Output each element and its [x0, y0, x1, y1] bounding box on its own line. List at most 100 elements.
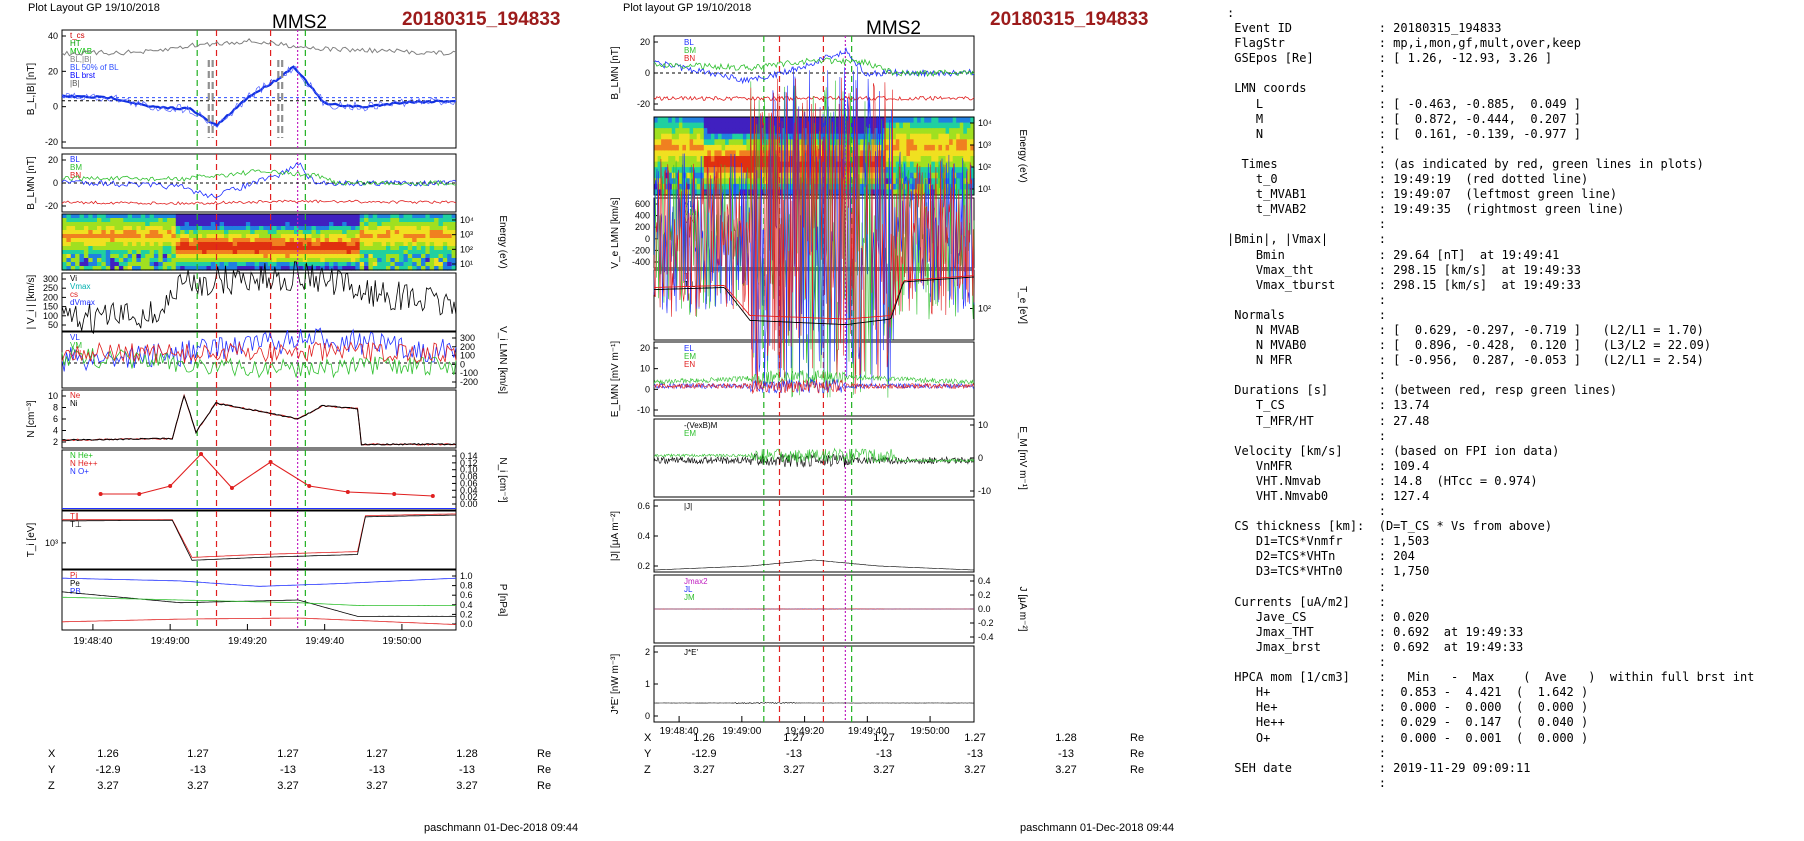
spectrogram-cell [675, 189, 680, 196]
spectrogram-cell [725, 178, 730, 185]
spectrogram-cell [867, 117, 872, 124]
spectrogram-cell [675, 117, 680, 124]
spectrogram-cell [895, 156, 900, 163]
spectrogram-cell [224, 250, 229, 255]
spectrogram-cell [346, 222, 352, 227]
spectrogram-cell [368, 218, 374, 223]
y-axis-label: V_i LMN [km/s] [497, 326, 508, 394]
spectrogram-cell [970, 128, 975, 135]
spectrogram-cell [228, 214, 234, 219]
spectrogram-cell [285, 266, 291, 271]
spectrogram-cell [294, 258, 299, 263]
spectrogram-cell [254, 238, 260, 243]
spectrogram-cell [895, 144, 900, 152]
spectrogram-cell [132, 234, 137, 239]
y-tick-label: 0 [645, 68, 650, 78]
spectrogram-cell [425, 250, 431, 255]
spectrogram-cell [963, 144, 968, 152]
spectrogram-cell [110, 222, 116, 227]
spectrogram-cell [342, 214, 348, 219]
spectrogram-cell [315, 250, 321, 255]
spectrogram-cell [970, 156, 975, 163]
spectrogram-cell [899, 117, 904, 124]
legend-entry: -(VexB)M [684, 421, 718, 430]
spectrogram-cell [934, 133, 940, 140]
spectrogram-cell [721, 189, 726, 196]
spectrogram-cell [952, 156, 957, 163]
spectrogram-cell [88, 230, 94, 235]
spectrogram-cell [364, 230, 370, 235]
spectrogram-cell [913, 122, 918, 129]
spectrogram-cell [447, 242, 453, 247]
spectrogram-cell [721, 167, 726, 174]
spectrogram-cell [927, 156, 932, 163]
spectrogram-cell [276, 250, 282, 255]
spectrogram-cell [110, 218, 116, 223]
spectrogram-cell [101, 234, 107, 239]
spectrogram-cell [149, 214, 155, 219]
spectrogram-cell [725, 128, 730, 135]
spectrogram-cell [276, 266, 282, 271]
spectrogram-cell [101, 258, 107, 263]
spectrogram-cell [307, 262, 313, 267]
spectrogram-cell [753, 128, 758, 135]
bl-brst-series-line [61, 66, 457, 128]
spectrogram-cell [451, 234, 457, 239]
spectrogram-cell [232, 226, 238, 231]
spectrogram-cell [828, 150, 833, 157]
spectrogram-cell [661, 122, 666, 129]
spectrogram-cell [764, 133, 769, 140]
spectrogram-cell [324, 254, 330, 259]
spectrogram-cell [280, 238, 286, 243]
spectrogram-cell [285, 234, 291, 239]
spectrogram-cell [434, 254, 440, 259]
spectrogram-cell [920, 172, 925, 179]
spectrogram-cell [158, 230, 164, 235]
spectrogram-cell [888, 161, 893, 168]
spectrogram-cell [97, 234, 102, 239]
spectrogram-cell [966, 150, 972, 157]
spectrogram-cell [267, 238, 273, 243]
spectrogram-cell [162, 242, 168, 247]
spectrogram-cell [970, 189, 975, 196]
spectrogram-cell [88, 238, 94, 243]
spectrogram-cell [136, 254, 142, 259]
spectrogram-cell [105, 254, 111, 259]
spectrogram-cell [206, 258, 212, 263]
spectrogram-cell [315, 258, 321, 263]
spectrogram-cell [429, 266, 435, 271]
spectrogram-cell [368, 234, 374, 239]
spectrogram-cell [686, 178, 691, 185]
spectrogram-cell [79, 258, 85, 263]
spectrogram-cell [657, 178, 662, 185]
spectrogram-cell [263, 230, 269, 235]
spectrogram-cell [407, 250, 413, 255]
spectrogram-cell [966, 183, 972, 191]
spectrogram-cell [856, 167, 861, 174]
spectrogram-cell [902, 133, 908, 140]
spectrogram-cell [62, 254, 67, 259]
spectrogram-cell [79, 242, 85, 247]
spectrogram-cell [136, 238, 142, 243]
spectrogram-cell [767, 117, 772, 124]
spectrogram-cell [145, 238, 151, 243]
spectrogram-cell [75, 262, 81, 267]
spectrogram-cell [294, 250, 299, 255]
spectrogram-cell [750, 144, 755, 152]
spectrogram-cell [197, 222, 203, 227]
y-tick-label: 0.00 [460, 499, 478, 509]
spectrogram-cell [105, 234, 111, 239]
spectrogram-cell [307, 250, 313, 255]
spectrogram-cell [202, 222, 208, 227]
spectrogram-cell [79, 262, 85, 267]
spectrogram-cell [810, 167, 815, 174]
spectrogram-cell [707, 144, 712, 152]
spectrogram-cell [79, 254, 85, 259]
spectrogram-cell [451, 214, 457, 219]
spectrogram-cell [127, 214, 133, 219]
spectrogram-cell [399, 230, 405, 235]
spectrogram-cell [123, 238, 129, 243]
spectrogram-cell [70, 242, 76, 247]
spectrogram-cell [824, 139, 829, 146]
spectrogram-cell [359, 254, 365, 259]
